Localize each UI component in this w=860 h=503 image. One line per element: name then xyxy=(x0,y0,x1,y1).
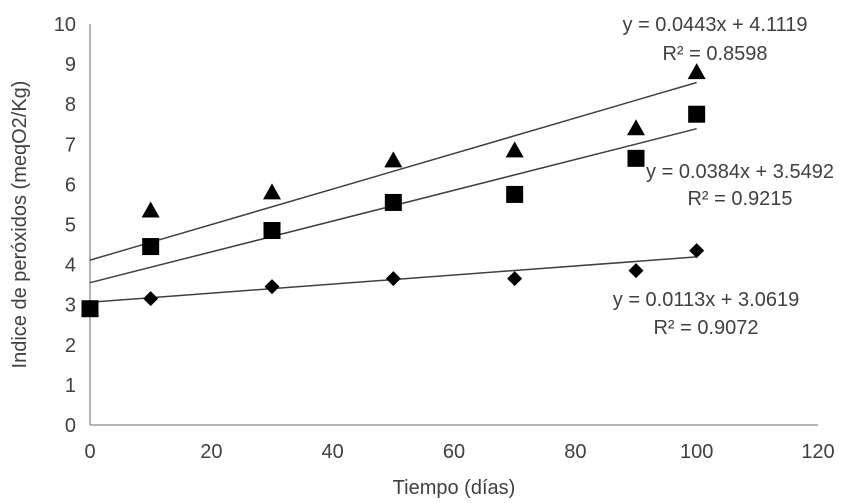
diamond-point xyxy=(689,243,705,259)
triangle-point xyxy=(384,151,403,168)
trendlines xyxy=(89,81,697,303)
triangle-point xyxy=(627,119,645,136)
y-tick-label: 2 xyxy=(65,335,76,357)
square-point xyxy=(627,149,645,167)
axes xyxy=(89,24,818,426)
triangle-point xyxy=(263,183,281,200)
x-tick-label: 80 xyxy=(564,441,586,463)
diamond-trendline-equation: y = 0.0113x + 3.0619 xyxy=(613,289,799,311)
markers xyxy=(81,63,706,318)
x-tick-label: 60 xyxy=(443,441,465,463)
y-tick-label: 6 xyxy=(65,174,76,196)
square-point xyxy=(384,193,402,211)
square-point xyxy=(506,185,524,203)
square-point xyxy=(263,222,281,240)
trendline-equations: y = 0.0443x + 4.1119 R² = 0.8598 y = 0.038… xyxy=(613,14,834,339)
x-tick-label: 40 xyxy=(322,441,344,463)
y-tick-label: 0 xyxy=(65,415,76,437)
y-tick-label: 3 xyxy=(65,295,76,317)
triangle-trendline-r2: R² = 0.8598 xyxy=(662,43,767,65)
triangle-point xyxy=(505,141,524,158)
triangle-series-trendline xyxy=(89,81,697,261)
x-tick-label: 120 xyxy=(801,441,834,463)
y-tick-labels: 0 1 2 3 4 5 6 7 8 9 10 xyxy=(54,14,76,437)
y-tick-label: 10 xyxy=(54,14,76,36)
triangle-point xyxy=(141,201,160,218)
triangle-trendline-equation: y = 0.0443x + 4.1119 xyxy=(623,14,808,36)
y-tick-label: 9 xyxy=(65,54,76,76)
y-tick-label: 8 xyxy=(65,94,76,116)
diamond-point xyxy=(264,279,280,295)
x-axis-title: Tiempo (días) xyxy=(393,477,516,499)
x-tick-label: 20 xyxy=(200,441,222,463)
x-tick-label: 100 xyxy=(680,441,713,463)
diamond-point xyxy=(507,271,523,287)
y-tick-label: 1 xyxy=(65,375,76,397)
diamond-point xyxy=(143,291,159,307)
diamond-point xyxy=(385,271,401,287)
square-point xyxy=(142,238,160,256)
diamond-point xyxy=(628,263,644,279)
x-tick-label: 0 xyxy=(84,441,95,463)
triangle-point xyxy=(687,63,706,80)
y-tick-label: 7 xyxy=(65,134,76,156)
diamond-trendline-r2: R² = 0.9072 xyxy=(653,317,758,339)
y-axis-title: Indice de peróxidos (meqO2/Kg) xyxy=(9,81,31,369)
y-tick-label: 4 xyxy=(65,255,76,277)
y-tick-label: 5 xyxy=(65,215,76,237)
x-tick-labels: 0 20 40 60 80 100 120 xyxy=(84,441,834,463)
square-point xyxy=(688,105,706,123)
diamond-point xyxy=(82,301,98,317)
square-trendline-equation: y = 0.0384x + 3.5492 xyxy=(646,161,834,183)
square-trendline-r2: R² = 0.9215 xyxy=(687,188,792,210)
